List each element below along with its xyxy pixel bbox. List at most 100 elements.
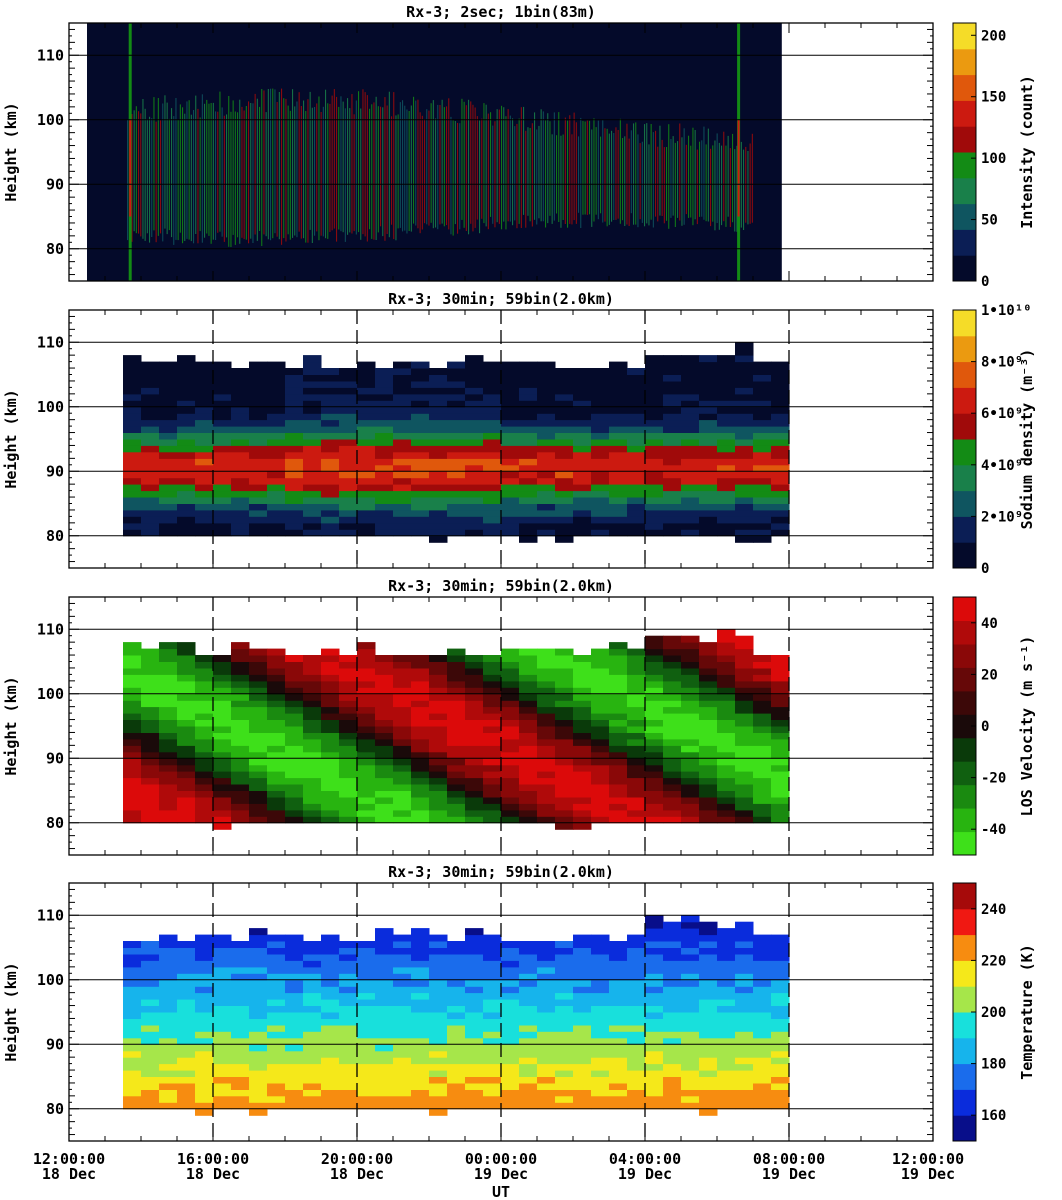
heatmap-cell bbox=[411, 393, 430, 401]
heatmap-cell bbox=[537, 668, 556, 675]
heatmap-cell bbox=[123, 1070, 142, 1077]
heatmap-cell bbox=[123, 713, 142, 720]
heatmap-cell bbox=[573, 668, 592, 675]
heatmap-cell bbox=[177, 393, 196, 401]
heatmap-cell bbox=[501, 745, 520, 753]
heatmap-cell bbox=[141, 1037, 160, 1045]
heatmap-cell bbox=[141, 732, 160, 740]
heatmap-cell bbox=[339, 516, 358, 524]
heatmap-cell bbox=[483, 432, 502, 440]
colorbar-swatch bbox=[953, 413, 976, 440]
heatmap-cell bbox=[663, 387, 682, 395]
heatmap-cell bbox=[645, 809, 664, 817]
heatmap-cell bbox=[591, 497, 610, 504]
profile-strip bbox=[707, 128, 709, 222]
heatmap-cell bbox=[159, 661, 178, 669]
heatmap-cell bbox=[393, 777, 412, 785]
heatmap-cell bbox=[321, 406, 340, 414]
profile-strip bbox=[679, 123, 681, 221]
heatmap-cell bbox=[339, 764, 358, 772]
heatmap-cell bbox=[375, 522, 394, 530]
profile-strip bbox=[243, 110, 245, 240]
heatmap-cell bbox=[573, 655, 592, 662]
heatmap-cell bbox=[753, 790, 772, 798]
heatmap-cell bbox=[303, 706, 322, 714]
heatmap-cell bbox=[141, 516, 160, 524]
heatmap-cell bbox=[519, 432, 538, 440]
heatmap-cell bbox=[357, 655, 376, 662]
heatmap-cell bbox=[753, 777, 772, 785]
heatmap-cell bbox=[411, 387, 430, 395]
heatmap-cell bbox=[537, 661, 556, 669]
heatmap-cell bbox=[213, 700, 232, 708]
heatmap-cell bbox=[537, 809, 556, 817]
heatmap-cell bbox=[231, 999, 250, 1006]
heatmap-cell bbox=[753, 529, 772, 537]
heatmap-cell bbox=[267, 445, 286, 453]
x-tick-group-1: 16:00:00 18 Dec bbox=[177, 1150, 249, 1183]
heatmap-cell bbox=[321, 732, 340, 740]
heatmap-cell bbox=[771, 668, 790, 675]
heatmap-cell bbox=[231, 1057, 250, 1065]
heatmap-cell bbox=[537, 700, 556, 708]
heatmap-cell bbox=[267, 1031, 286, 1039]
heatmap-cell bbox=[195, 680, 214, 688]
heatmap-cell bbox=[393, 393, 412, 401]
heatmap-cell bbox=[501, 374, 520, 382]
heatmap-cell bbox=[249, 439, 268, 446]
heatmap-cell bbox=[483, 1037, 502, 1045]
heatmap-cell bbox=[609, 680, 628, 688]
heatmap-cell bbox=[141, 816, 160, 824]
heatmap-cell bbox=[627, 719, 646, 727]
heatmap-cell bbox=[465, 655, 484, 662]
heatmap-cell bbox=[195, 361, 214, 369]
profile-strip bbox=[617, 130, 619, 219]
profile-strip bbox=[318, 96, 320, 241]
heatmap-cell bbox=[483, 1095, 502, 1103]
heatmap-cell bbox=[645, 1083, 664, 1090]
heatmap-cell bbox=[303, 1050, 322, 1058]
heatmap-cell bbox=[285, 406, 304, 414]
heatmap-cell bbox=[159, 732, 178, 740]
heatmap-cell bbox=[123, 738, 142, 746]
heatmap-cell bbox=[249, 368, 268, 375]
heatmap-cell bbox=[285, 1050, 304, 1058]
heatmap-cell bbox=[555, 713, 574, 720]
heatmap-cell bbox=[501, 1083, 520, 1090]
heatmap-cell bbox=[501, 439, 520, 446]
heatmap-cell bbox=[501, 726, 520, 733]
heatmap-cell bbox=[375, 797, 394, 804]
heatmap-cell bbox=[177, 381, 196, 388]
heatmap-cell bbox=[573, 1089, 592, 1097]
heatmap-cell bbox=[213, 941, 232, 948]
heatmap-cell bbox=[141, 361, 160, 369]
heatmap-cell bbox=[573, 1005, 592, 1013]
heatmap-cell bbox=[321, 1057, 340, 1065]
heatmap-cell bbox=[591, 745, 610, 753]
heatmap-cell bbox=[573, 477, 592, 485]
heatmap-cell bbox=[267, 1018, 286, 1026]
heatmap-cell bbox=[267, 426, 286, 433]
heatmap-cell bbox=[555, 1070, 574, 1077]
profile-strip bbox=[426, 109, 428, 225]
heatmap-cell bbox=[591, 1031, 610, 1039]
heatmap-cell bbox=[393, 1095, 412, 1103]
heatmap-cell bbox=[267, 726, 286, 733]
heatmap-cell bbox=[699, 1012, 718, 1019]
heatmap-cell bbox=[357, 719, 376, 727]
heatmap-cell bbox=[141, 777, 160, 785]
heatmap-cell bbox=[213, 1070, 232, 1077]
heatmap-cell bbox=[501, 522, 520, 530]
heatmap-cell bbox=[231, 687, 250, 695]
colorbar-swatch bbox=[953, 784, 976, 809]
heatmap-cell bbox=[645, 529, 664, 537]
heatmap-cell bbox=[159, 674, 178, 682]
heatmap-cell bbox=[465, 1037, 484, 1045]
heatmap-cell bbox=[339, 713, 358, 720]
heatmap-cell bbox=[735, 1095, 754, 1103]
heatmap-cell bbox=[555, 490, 574, 498]
heatmap-cell bbox=[321, 803, 340, 811]
heatmap-cell bbox=[609, 797, 628, 804]
heatmap-cell bbox=[537, 1089, 556, 1097]
